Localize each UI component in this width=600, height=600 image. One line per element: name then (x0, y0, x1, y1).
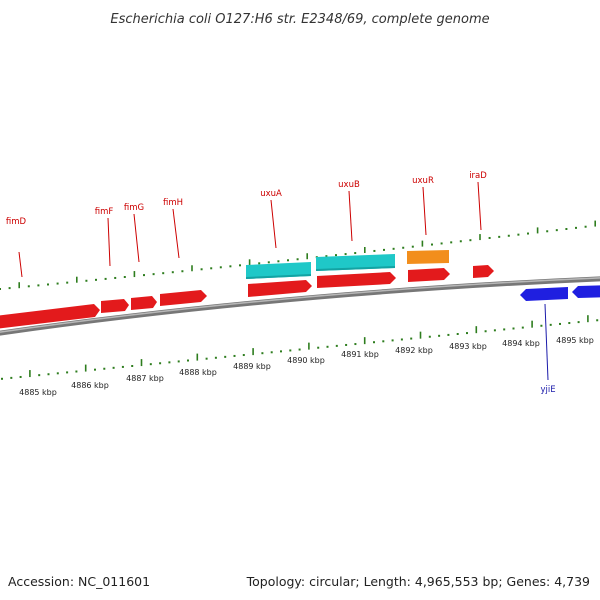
gene-label-fimG: fimG (124, 203, 144, 213)
tick-label: 4890 kbp (287, 356, 325, 365)
cyan-feature-track (246, 254, 395, 279)
gene-labels: fimD fimF fimG fimH uxuA uxuB uxuR iraD yjiE (6, 171, 556, 395)
tick-label: 4895 kbp (556, 336, 594, 345)
cyan-feature (246, 274, 311, 279)
tick-label: 4893 kbp (449, 342, 487, 351)
leader-line (133, 213, 140, 263)
uxuA-gene (248, 280, 312, 297)
gene-label-fimD: fimD (6, 217, 27, 227)
gene-label-fimH: fimH (163, 198, 183, 208)
tick-label: 4887 kbp (126, 374, 164, 383)
orange-feature (407, 250, 449, 264)
tick-label: 4894 kbp (502, 339, 540, 348)
tick-label: 4889 kbp (233, 362, 271, 371)
leader-line (172, 208, 180, 259)
fimH-gene (160, 290, 207, 306)
tick-label: 4885 kbp (19, 388, 57, 397)
reverse-gene (572, 285, 600, 298)
fimG-gene (131, 296, 157, 310)
gene-label-iraD: iraD (469, 171, 487, 181)
gene-label-yjiE: yjiE (540, 385, 555, 395)
genome-backbone-highlight (0, 277, 600, 333)
leader-line (270, 199, 277, 249)
orange-feature-track (407, 250, 449, 264)
leader-line (477, 181, 482, 231)
iraD-gene (473, 265, 494, 278)
accession-label: Accession: NC_011601 (8, 574, 150, 589)
tick-label: 4892 kbp (395, 346, 433, 355)
gene-label-uxuB: uxuB (338, 180, 360, 190)
tick-labels: 4885 kbp 4886 kbp 4887 kbp 4888 kbp 4889 kbp… (19, 336, 594, 397)
label-leader-lines (18, 181, 549, 381)
genome-backbone (0, 276, 600, 336)
gene-label-fimF: fimF (95, 207, 114, 217)
fimF-gene (101, 299, 129, 313)
leader-line (544, 303, 549, 381)
gene-label-uxuR: uxuR (412, 176, 434, 186)
reverse-gene-track (520, 285, 600, 301)
fimD-gene (0, 304, 100, 329)
forward-gene-track (0, 265, 494, 329)
leader-line (348, 190, 353, 242)
map-title: Escherichia coli O127:H6 str. E2348/69, … (110, 12, 489, 27)
cyan-feature (316, 266, 395, 271)
leader-line (107, 217, 111, 267)
uxuB-gene (317, 272, 396, 288)
leader-line (18, 251, 23, 278)
tick-label: 4888 kbp (179, 368, 217, 377)
inner-tick-track (1, 315, 599, 380)
tick-label: 4886 kbp (71, 381, 109, 390)
tick-label: 4891 kbp (341, 350, 379, 359)
genome-summary-label: Topology: circular; Length: 4,965,553 bp… (246, 574, 590, 589)
uxuR-gene (408, 268, 450, 282)
leader-line (422, 186, 427, 236)
outer-tick-track (0, 220, 597, 290)
yjiE-gene (520, 287, 568, 301)
gene-label-uxuA: uxuA (260, 189, 282, 199)
